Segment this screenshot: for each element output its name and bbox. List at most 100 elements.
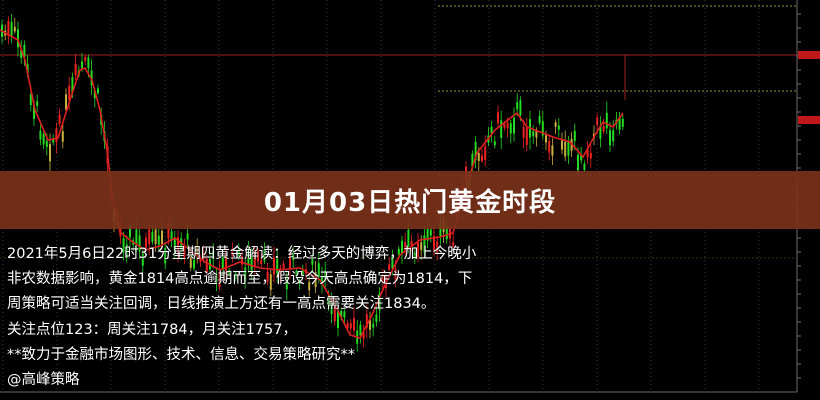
candle-body (129, 225, 131, 238)
candle-body (420, 242, 423, 251)
price-marker (798, 116, 820, 124)
banner-title: 01月03日热门黄金时段 (263, 187, 557, 218)
candle-body (423, 235, 426, 253)
candle-body (167, 223, 170, 239)
price-levels (0, 5, 797, 259)
candle-body (170, 231, 173, 240)
candle-body (522, 126, 525, 138)
candle-body (45, 141, 48, 147)
candle-body (474, 141, 477, 160)
candle-body (228, 270, 231, 275)
candle-body (202, 251, 205, 260)
candle-body (154, 229, 157, 244)
candle-body (369, 320, 371, 330)
candle-body (135, 229, 138, 245)
candle-body (157, 235, 160, 245)
candle-body (260, 260, 263, 265)
candle-body (87, 57, 90, 69)
candle-body (97, 88, 99, 94)
candle-body (17, 29, 19, 48)
candle-body (196, 247, 199, 257)
candle-body (404, 242, 407, 252)
candle-body (205, 258, 208, 273)
candle-body (215, 275, 218, 282)
candle-body (609, 130, 611, 146)
candle-body (241, 255, 243, 265)
candle-body (138, 235, 141, 252)
candle-body (375, 314, 378, 323)
candle-body (58, 114, 61, 124)
candle-body (244, 267, 247, 282)
candle-body (141, 253, 144, 266)
candle-body (381, 276, 384, 283)
candle-body (55, 128, 58, 143)
candle-body (161, 230, 163, 244)
candle-body (298, 279, 301, 285)
candle-body (183, 246, 186, 259)
candle-body (13, 26, 16, 32)
candle-body (481, 155, 483, 162)
candle-body (71, 77, 74, 94)
candle-body (452, 242, 455, 247)
candle-body (362, 332, 365, 339)
candle-body (218, 272, 221, 287)
candle-body (349, 323, 352, 329)
candle-body (516, 102, 519, 110)
candle-body (365, 314, 368, 328)
candle-body (561, 140, 563, 150)
candle-body (225, 253, 227, 271)
candle-body (500, 120, 503, 138)
candle-body (49, 143, 51, 162)
candle-body (81, 61, 83, 69)
candle-body (324, 270, 327, 279)
candle-body (42, 134, 45, 145)
candle-body (212, 250, 215, 259)
candle-body (596, 117, 599, 126)
candle-body (557, 125, 560, 130)
candle-body (311, 258, 314, 265)
candle-body (61, 131, 64, 142)
candle-body (20, 49, 23, 58)
candle-body (122, 238, 125, 253)
article-text: 2021年5月6日22时31分星期四黄金解读：经过多天的博弈，加上今晚小 非农数… (7, 242, 476, 393)
candle-body (263, 249, 266, 261)
candle-body (74, 63, 77, 76)
candle-body (253, 251, 256, 267)
candle-body (119, 221, 122, 237)
candle-body (266, 271, 269, 282)
candle-body (353, 317, 355, 331)
candle-body (477, 152, 480, 161)
candle-body (93, 90, 96, 99)
candle-body (359, 324, 362, 336)
candle-body (308, 281, 311, 291)
candle-body (388, 264, 391, 271)
candle-body (68, 85, 71, 100)
candle-body (84, 56, 87, 61)
candle-body (503, 123, 506, 128)
candle-body (221, 257, 224, 270)
candle-body (538, 116, 541, 124)
candle-body (621, 118, 624, 127)
candle-body (301, 269, 304, 276)
candle-body (506, 122, 509, 129)
candle-body (52, 138, 55, 143)
candle-body (525, 128, 528, 145)
candle-body (612, 130, 615, 142)
candle-body (445, 226, 448, 240)
candle-body (285, 276, 288, 290)
candle-body (397, 248, 400, 255)
candle-body (199, 257, 202, 262)
candle-body (151, 231, 154, 242)
candle-body (618, 117, 621, 130)
candle-body (125, 244, 128, 258)
candle-body (583, 163, 586, 170)
candle-body (7, 20, 10, 37)
candle-body (394, 268, 397, 281)
candle-body (23, 44, 26, 57)
candle-body (602, 125, 605, 132)
article-line: 非农数据影响，黄金1814高点逾期而至，假设今天高点确定为1814，下 (7, 271, 473, 288)
article-line: 周策略可适当关注回调，日线推演上方还有一高点需要关注1834。 (7, 296, 436, 313)
candle-body (279, 267, 282, 277)
candle-body (186, 233, 189, 240)
